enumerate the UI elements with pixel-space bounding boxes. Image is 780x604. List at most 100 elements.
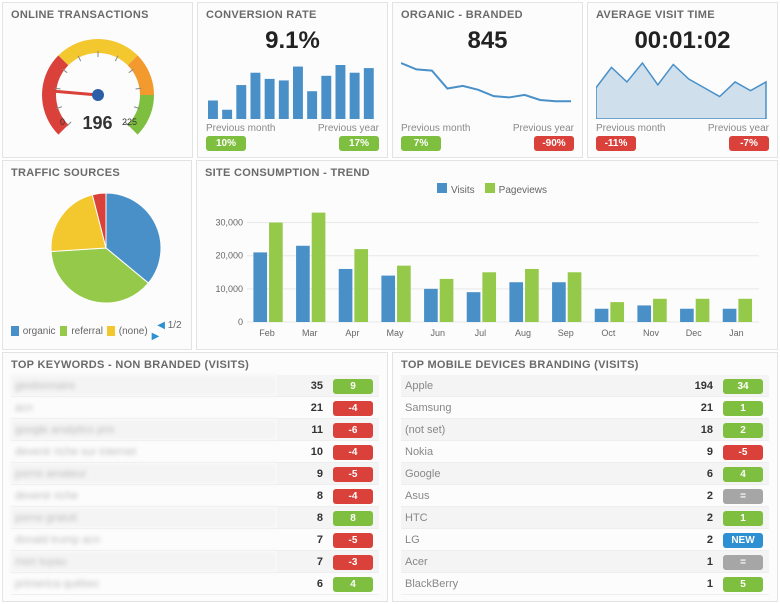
svg-text:Dec: Dec: [686, 328, 703, 338]
keywords-table: gestionnaire359acn21-4google analytics p…: [11, 375, 379, 595]
keyword-cell: Acer: [401, 551, 667, 573]
svg-text:Mar: Mar: [302, 328, 318, 338]
card-title: AVERAGE VISIT TIME: [596, 9, 769, 21]
value-cell: 18: [667, 419, 717, 441]
table-row[interactable]: gestionnaire359: [11, 375, 379, 397]
table-row[interactable]: HTC21: [401, 507, 769, 529]
label: Previous month: [206, 123, 275, 134]
value-cell: 194: [667, 375, 717, 397]
value-cell: 2: [667, 507, 717, 529]
value-cell: 10: [277, 441, 327, 463]
gauge-value: 196: [82, 113, 112, 134]
metric-value: 00:01:02: [596, 27, 769, 55]
table-row[interactable]: primerica québec64: [11, 573, 379, 595]
card-devices: TOP MOBILE DEVICES BRANDING (VISITS) App…: [392, 352, 778, 602]
pie-legend: organicreferral(none) ◀ 1/2 ▶: [11, 320, 183, 342]
table-row[interactable]: acn21-4: [11, 397, 379, 419]
keyword-cell: Asus: [401, 485, 667, 507]
card-title: SITE CONSUMPTION - TREND: [205, 167, 769, 179]
value-cell: 1: [667, 573, 717, 595]
keyword-cell: Google: [401, 463, 667, 485]
table-row[interactable]: devenir riche8-4: [11, 485, 379, 507]
svg-text:0: 0: [60, 117, 65, 127]
change-badge: 4: [333, 577, 373, 592]
table-row[interactable]: mon tuyau7 -3: [11, 551, 379, 573]
pie-chart: [11, 183, 181, 313]
change-badge: -5: [333, 467, 373, 482]
value-cell: 8: [277, 485, 327, 507]
svg-text:20,000: 20,000: [215, 251, 243, 261]
table-row[interactable]: Samsung211: [401, 397, 769, 419]
change-badge: -4: [333, 401, 373, 416]
keyword-cell: porno amateur: [11, 463, 277, 485]
svg-text:30,000: 30,000: [215, 218, 243, 228]
svg-text:Jul: Jul: [475, 328, 487, 338]
table-row[interactable]: porno gratuit88: [11, 507, 379, 529]
change-badge: -4: [333, 445, 373, 460]
card-transactions: ONLINE TRANSACTIONS 0225 196: [2, 2, 193, 158]
change-badge: =: [723, 489, 763, 504]
table-row[interactable]: Apple19434: [401, 375, 769, 397]
svg-text:Sep: Sep: [558, 328, 574, 338]
card-title: TOP KEYWORDS - NON BRANDED (VISITS): [11, 359, 379, 371]
table-row[interactable]: (not set)182: [401, 419, 769, 441]
card-title: TRAFFIC SOURCES: [11, 167, 183, 179]
keyword-cell: mon tuyau: [11, 551, 277, 573]
card-keywords: TOP KEYWORDS - NON BRANDED (VISITS) gest…: [2, 352, 388, 602]
keyword-cell: devenir riche: [11, 485, 277, 507]
table-row[interactable]: Acer1=: [401, 551, 769, 573]
value-cell: 7: [277, 551, 327, 573]
change-badge: 1: [723, 401, 763, 416]
badge: -7%: [729, 136, 769, 151]
table-row[interactable]: Google64: [401, 463, 769, 485]
table-row[interactable]: devenir riche sur internet10-4: [11, 441, 379, 463]
value-cell: 9: [277, 463, 327, 485]
metric-value: 9.1%: [206, 27, 379, 55]
table-row[interactable]: Asus2 =: [401, 485, 769, 507]
table-row[interactable]: Nokia9-5: [401, 441, 769, 463]
change-badge: 5: [723, 577, 763, 592]
card-organic: ORGANIC - BRANDED 845 Previous month7% P…: [392, 2, 583, 158]
trend-chart: 010,00020,00030,000FebMarAprMayJunJulAug…: [205, 200, 765, 340]
svg-text:Apr: Apr: [345, 328, 359, 338]
change-badge: 4: [723, 467, 763, 482]
badge: -11%: [596, 136, 636, 151]
change-badge: 2: [723, 423, 763, 438]
card-site-consumption: SITE CONSUMPTION - TREND VisitsPageviews…: [196, 160, 778, 350]
value-cell: 6: [277, 573, 327, 595]
label: Previous month: [596, 123, 665, 134]
keyword-cell: Samsung: [401, 397, 667, 419]
label: Previous year: [513, 123, 574, 134]
legend-item: referral: [71, 326, 103, 337]
value-cell: 8: [277, 507, 327, 529]
value-cell: 1: [667, 551, 717, 573]
card-conversion: CONVERSION RATE 9.1% Previous month10% P…: [197, 2, 388, 158]
table-row[interactable]: porno amateur9 -5: [11, 463, 379, 485]
value-cell: 2: [667, 485, 717, 507]
svg-text:Jan: Jan: [729, 328, 744, 338]
value-cell: 35: [277, 375, 327, 397]
label: Previous month: [401, 123, 470, 134]
table-row[interactable]: LG2NEW: [401, 529, 769, 551]
change-badge: -3: [333, 555, 373, 570]
pager[interactable]: ◀ 1/2 ▶: [152, 320, 183, 342]
keyword-cell: acn: [11, 397, 277, 419]
legend-item: organic: [23, 326, 56, 337]
table-row[interactable]: donald trump acn7-5: [11, 529, 379, 551]
change-badge: 1: [723, 511, 763, 526]
svg-text:Aug: Aug: [515, 328, 531, 338]
label: Previous year: [318, 123, 379, 134]
change-badge: -5: [333, 533, 373, 548]
value-cell: 2: [667, 529, 717, 551]
keyword-cell: gestionnaire: [11, 375, 277, 397]
table-row[interactable]: google analytics prix11-6: [11, 419, 379, 441]
keyword-cell: HTC: [401, 507, 667, 529]
svg-text:Jun: Jun: [430, 328, 445, 338]
value-cell: 11: [277, 419, 327, 441]
card-traffic-sources: TRAFFIC SOURCES organicreferral(none) ◀ …: [2, 160, 192, 350]
badge: 17%: [339, 136, 379, 151]
value-cell: 9: [667, 441, 717, 463]
keyword-cell: donald trump acn: [11, 529, 277, 551]
svg-text:May: May: [387, 328, 405, 338]
table-row[interactable]: BlackBerry15: [401, 573, 769, 595]
